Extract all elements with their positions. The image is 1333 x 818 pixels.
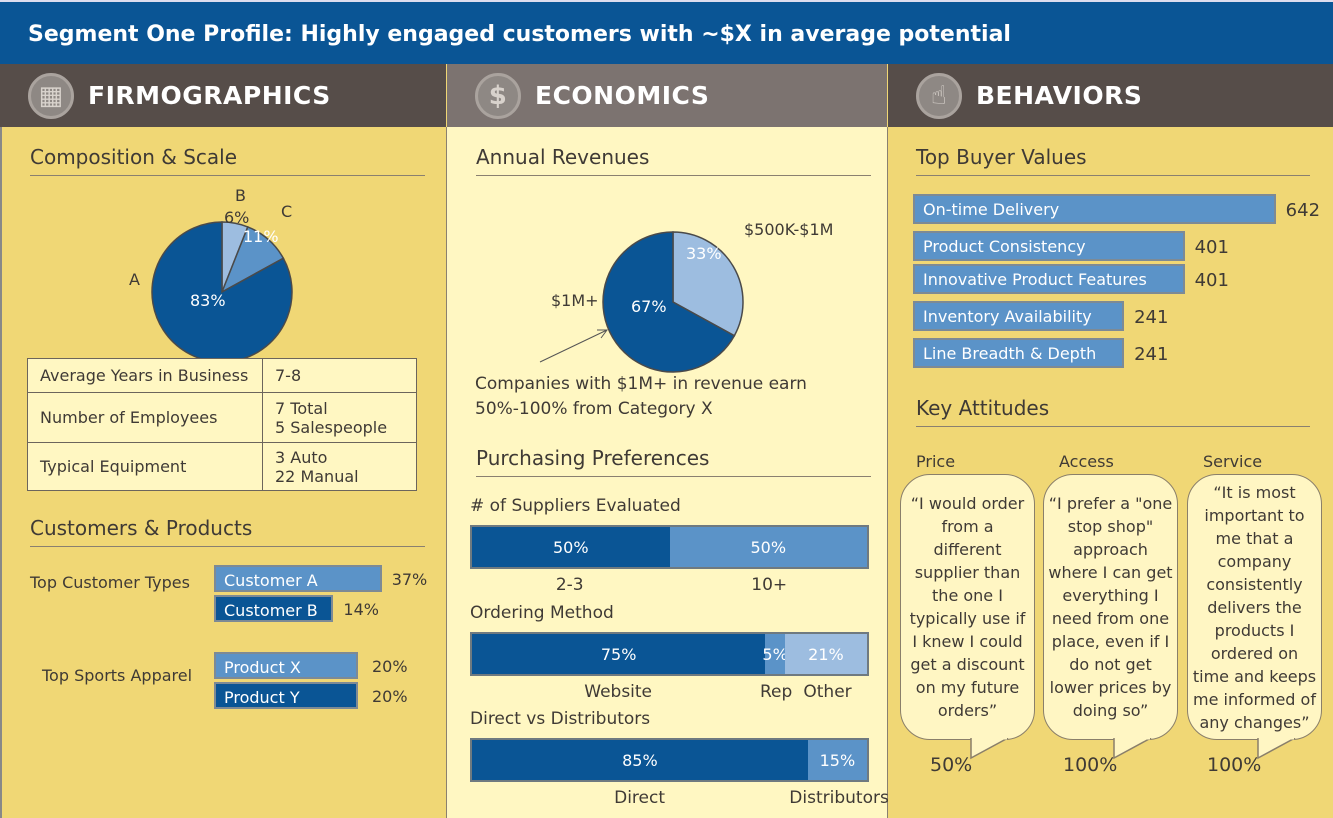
bar-segment: 21% (784, 634, 867, 674)
buyer-value-bar: On-time Delivery (913, 194, 1276, 224)
bar-value: 20% (372, 687, 408, 706)
table-label: Number of Employees (27, 392, 263, 443)
buyer-value-bar: Inventory Availability (913, 301, 1125, 331)
table-value: 3 Auto 22 Manual (262, 442, 417, 491)
bar-segment: 85% (472, 740, 808, 780)
stacked-bar: 75% 5% 21% (470, 632, 869, 676)
purchasing-title: Purchasing Preferences (476, 446, 871, 477)
stacked-bar-title: Direct vs Distributors (470, 709, 651, 729)
bar-value: 401 (1194, 237, 1229, 258)
pie-slice (602, 231, 736, 373)
table-row: Typical Equipment 3 Auto 22 Manual (27, 442, 417, 491)
bar-segment: 50% (472, 527, 670, 567)
hand-pointer-icon: ☝ (916, 72, 962, 119)
bubble-tail (1257, 738, 1296, 760)
table-row: Number of Employees 7 Total 5 Salespeople (27, 392, 417, 443)
pie-label-1m: $1M+ (551, 291, 599, 310)
top-customer-types-label: Top Customer Types (30, 573, 190, 592)
behaviors-title: BEHAVIORS (976, 81, 1143, 110)
attitude-percent: 100% (1207, 754, 1262, 776)
bar-value: 241 (1134, 344, 1169, 365)
top-sports-apparel-label: Top Sports Apparel (42, 666, 193, 685)
arrow-icon (539, 329, 608, 363)
pie-slice (672, 231, 744, 337)
economics-header: $ ECONOMICS (447, 64, 887, 127)
bar-value: 401 (1194, 270, 1229, 291)
stacked-bar-title: Ordering Method (470, 603, 614, 623)
customers-title: Customers & Products (30, 516, 425, 547)
bubble-tail (1113, 738, 1152, 760)
stacked-bar: 50% 50% (470, 525, 869, 569)
bar-segment: 50% (669, 527, 867, 567)
composition-pie-chart (151, 221, 293, 360)
bar-value: 14% (343, 600, 379, 619)
buyer-values-title: Top Buyer Values (916, 145, 1310, 176)
attitude-label: Service (1203, 452, 1263, 471)
revenue-pie-chart (539, 231, 744, 373)
pie-value-a: 83% (190, 291, 226, 310)
pie-label-c: C (281, 202, 293, 221)
building-icon: ▦ (28, 72, 74, 119)
pie-label-a: A (129, 270, 140, 289)
bar: Customer B (214, 595, 334, 622)
bar: Customer A (214, 565, 382, 592)
segment-label: Other (803, 682, 852, 702)
table-value: 7-8 (262, 358, 417, 393)
bar-segment: 15% (807, 740, 867, 780)
economics-title: ECONOMICS (535, 81, 710, 110)
attitude-label: Access (1059, 452, 1114, 471)
composition-title: Composition & Scale (30, 145, 425, 176)
segment-label: 10+ (751, 575, 788, 595)
bubble-tail (970, 738, 1009, 760)
quote-bubble: “I prefer a "one stop shop" approach whe… (1043, 474, 1178, 740)
segment-label: Direct (614, 788, 666, 808)
bar: Product Y (214, 682, 358, 709)
pie-label-500k: $500K-$1M (744, 220, 834, 239)
bar-segment: 5% (762, 634, 788, 674)
segment-label: Distributors (789, 788, 889, 808)
quote-bubble: “It is most important to me that a compa… (1187, 474, 1322, 740)
attitudes-title: Key Attitudes (916, 396, 1310, 427)
bar-value: 20% (372, 657, 408, 676)
pie-slice (151, 221, 293, 360)
firmographics-title: FIRMOGRAPHICS (88, 81, 331, 110)
dollar-icon: $ (475, 72, 521, 119)
stacked-bar-title: # of Suppliers Evaluated (470, 496, 681, 516)
quote-bubble: “I would order from a different supplier… (900, 474, 1035, 740)
bar-value: 37% (391, 570, 428, 589)
segment-label: Website (584, 682, 653, 702)
page-title: Segment One Profile: Highly engaged cust… (0, 0, 1333, 64)
attitude-label: Price (916, 452, 956, 471)
revenue-note: Companies with $1M+ in revenue earn 50%-… (475, 374, 807, 419)
firmographics-header: ▦ FIRMOGRAPHICS (0, 64, 446, 127)
table-row: Average Years in Business 7-8 (27, 358, 417, 393)
attitude-percent: 50% (930, 754, 973, 776)
segment-label: Rep (760, 682, 793, 702)
stacked-bar: 85% 15% (470, 738, 869, 782)
firmographics-table: Average Years in Business 7-8 Number of E… (27, 358, 417, 491)
bar-segment: 75% (472, 634, 766, 674)
pie-value-b: 6% (224, 208, 250, 227)
buyer-value-bar: Innovative Product Features (913, 264, 1185, 294)
table-label: Average Years in Business (27, 358, 263, 393)
pie-value-1m: 67% (631, 297, 667, 316)
table-label: Typical Equipment (27, 442, 263, 491)
pie-value-500k: 33% (686, 244, 722, 263)
table-value: 7 Total 5 Salespeople (262, 392, 417, 443)
segment-label: 2-3 (555, 575, 584, 595)
buyer-value-bar: Line Breadth & Depth (913, 338, 1125, 368)
attitude-percent: 100% (1063, 754, 1118, 776)
bar-value: 241 (1134, 307, 1169, 328)
buyer-value-bar: Product Consistency (913, 231, 1185, 261)
bar-value: 642 (1285, 200, 1321, 221)
pie-label-b: B (235, 186, 246, 205)
bar: Product X (214, 652, 358, 679)
behaviors-header: ☝ BEHAVIORS (888, 64, 1333, 127)
revenues-title: Annual Revenues (476, 145, 871, 176)
pie-value-c: 11% (243, 227, 279, 246)
